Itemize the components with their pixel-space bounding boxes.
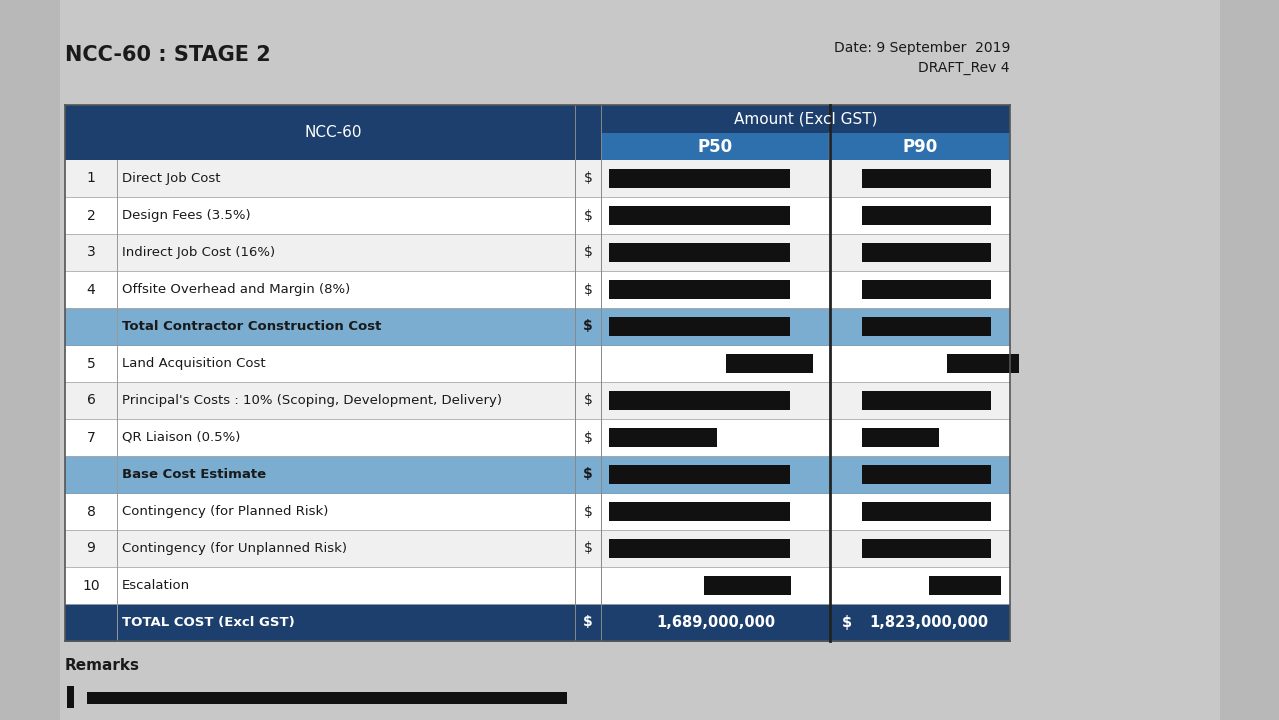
- Text: Remarks: Remarks: [65, 659, 139, 673]
- Text: 1: 1: [87, 171, 96, 186]
- Bar: [65, 567, 1010, 604]
- Text: Amount (Excl GST): Amount (Excl GST): [734, 112, 877, 127]
- Text: Indirect Job Cost (16%): Indirect Job Cost (16%): [122, 246, 275, 259]
- Bar: [65, 234, 1010, 271]
- Text: Direct Job Cost: Direct Job Cost: [122, 172, 220, 185]
- Text: 3: 3: [87, 246, 96, 259]
- Text: Design Fees (3.5%): Design Fees (3.5%): [122, 209, 251, 222]
- Bar: [862, 428, 939, 446]
- Text: $: $: [583, 171, 592, 186]
- Text: 7: 7: [87, 431, 96, 444]
- Text: $: $: [583, 431, 592, 444]
- Bar: [929, 576, 1001, 595]
- Bar: [609, 391, 790, 410]
- Text: Principal's Costs : 10% (Scoping, Development, Delivery): Principal's Costs : 10% (Scoping, Develo…: [122, 394, 501, 407]
- Bar: [862, 243, 991, 262]
- Bar: [65, 604, 1010, 641]
- Bar: [65, 456, 1010, 493]
- Text: $: $: [583, 467, 593, 482]
- Bar: [65, 345, 1010, 382]
- Text: Offsite Overhead and Margin (8%): Offsite Overhead and Margin (8%): [122, 283, 350, 296]
- Bar: [830, 133, 1010, 160]
- Text: Total Contractor Construction Cost: Total Contractor Construction Cost: [122, 320, 381, 333]
- Bar: [601, 105, 1010, 133]
- Text: $: $: [583, 209, 592, 222]
- Bar: [703, 576, 790, 595]
- Bar: [862, 318, 991, 336]
- Bar: [65, 493, 1010, 530]
- Bar: [609, 280, 790, 299]
- Text: $: $: [583, 616, 593, 629]
- Bar: [601, 133, 830, 160]
- Text: QR Liaison (0.5%): QR Liaison (0.5%): [122, 431, 240, 444]
- Text: Base Cost Estimate: Base Cost Estimate: [122, 468, 266, 481]
- Text: 5: 5: [87, 356, 96, 371]
- Text: $: $: [583, 246, 592, 259]
- Text: 2: 2: [87, 209, 96, 222]
- Bar: [65, 271, 1010, 308]
- Bar: [862, 280, 991, 299]
- Text: DRAFT_Rev 4: DRAFT_Rev 4: [918, 61, 1010, 75]
- Text: TOTAL COST (Excl GST): TOTAL COST (Excl GST): [122, 616, 294, 629]
- Bar: [609, 243, 790, 262]
- Text: Contingency (for Planned Risk): Contingency (for Planned Risk): [122, 505, 329, 518]
- Text: NCC-60 : STAGE 2: NCC-60 : STAGE 2: [65, 45, 271, 65]
- Bar: [65, 419, 1010, 456]
- Text: $: $: [583, 320, 593, 333]
- Bar: [65, 197, 1010, 234]
- Text: 4: 4: [87, 282, 96, 297]
- Bar: [609, 503, 790, 521]
- Text: Escalation: Escalation: [122, 579, 191, 592]
- Bar: [609, 539, 790, 558]
- Bar: [946, 354, 1019, 373]
- Bar: [67, 686, 74, 708]
- Bar: [609, 206, 790, 225]
- Text: $: $: [583, 541, 592, 556]
- Text: Land Acquisition Cost: Land Acquisition Cost: [122, 357, 266, 370]
- Text: Date: 9 September  2019: Date: 9 September 2019: [834, 41, 1010, 55]
- Text: 10: 10: [82, 578, 100, 593]
- Bar: [609, 465, 790, 484]
- Bar: [65, 530, 1010, 567]
- Text: $: $: [583, 505, 592, 518]
- Bar: [862, 206, 991, 225]
- Bar: [609, 169, 790, 188]
- Bar: [65, 105, 601, 160]
- Bar: [609, 318, 790, 336]
- Text: $: $: [842, 615, 852, 630]
- Bar: [862, 465, 991, 484]
- Text: 6: 6: [87, 394, 96, 408]
- Bar: [65, 382, 1010, 419]
- Text: 1,823,000,000: 1,823,000,000: [870, 615, 989, 630]
- Text: P50: P50: [698, 138, 733, 156]
- Bar: [862, 539, 991, 558]
- Text: $: $: [583, 394, 592, 408]
- Text: NCC-60: NCC-60: [304, 125, 362, 140]
- Text: $: $: [583, 282, 592, 297]
- Bar: [862, 169, 991, 188]
- Text: P90: P90: [903, 138, 938, 156]
- Text: 8: 8: [87, 505, 96, 518]
- Bar: [87, 692, 567, 704]
- Text: 9: 9: [87, 541, 96, 556]
- Bar: [65, 308, 1010, 345]
- Bar: [609, 428, 718, 446]
- Bar: [862, 503, 991, 521]
- Bar: [65, 160, 1010, 197]
- Bar: [726, 354, 813, 373]
- Bar: [862, 391, 991, 410]
- Text: Contingency (for Unplanned Risk): Contingency (for Unplanned Risk): [122, 542, 347, 555]
- Text: 1,689,000,000: 1,689,000,000: [656, 615, 775, 630]
